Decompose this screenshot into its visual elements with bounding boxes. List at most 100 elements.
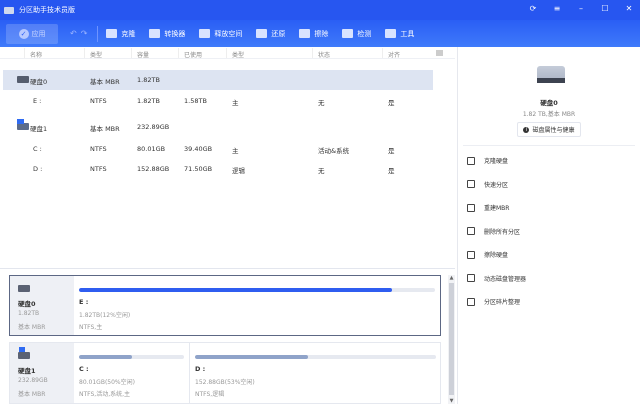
cell-capacity: 80.01GB [137,145,166,153]
column-0[interactable]: 名称 [30,52,43,59]
disk-icon [17,119,29,130]
disk-card[interactable]: 硬盘0 1.82TB 基本 MBR E : 1.82TB(12%空闲) NTFS,主 [9,275,441,336]
toolbar-button-0[interactable]: 克隆 [106,29,135,39]
column-6[interactable]: 对齐 [388,52,401,59]
column-2[interactable]: 容量 [137,52,150,59]
toolbar-button-5[interactable]: 检测 [342,29,371,39]
selected-disk-name: 硬盘0 [540,99,558,107]
toolbar-button-3[interactable]: 还原 [256,29,285,39]
cell-capacity: 232.89GB [137,123,170,131]
disk-type: 基本 MBR [18,391,46,398]
column-settings-icon[interactable] [436,50,443,56]
toolbar-button-label: 擦除 [314,29,329,38]
disk-icon [18,285,30,292]
toolbar-button-2[interactable]: 释放空间 [199,29,242,39]
disk-icon [537,66,565,83]
cell-capacity: 1.82TB [137,97,160,105]
column-1[interactable]: 类型 [90,52,103,59]
column-3[interactable]: 已使用 [184,52,203,59]
redo-button[interactable]: ↷ [80,29,92,38]
partition-fs: NTFS,主 [79,324,103,331]
check-icon: ✓ [18,28,29,39]
toolbar-button-1[interactable]: 转换器 [149,29,185,39]
scroll-up-icon[interactable]: ▲ [449,275,454,281]
action-0[interactable]: 克隆硬盘 [467,156,508,165]
cell-status: 无 [318,99,325,107]
action-label: 分区碎片整理 [484,299,521,306]
action-3[interactable]: 删除所有分区 [467,227,520,236]
cell-capacity: 152.88GB [137,165,170,173]
maximize-icon[interactable]: ☐ [601,4,609,13]
cell-type: 基本 MBR [90,125,120,133]
restore-icon [256,29,268,38]
apply-button[interactable]: ✓ 应用 [6,23,58,44]
toolbar-button-label: 释放空间 [214,29,243,38]
cell-used: 39.40GB [184,145,213,153]
column-4[interactable]: 类型 [232,52,245,59]
usage-bar [79,355,184,359]
disk-card[interactable]: 硬盘1 232.89GB 基本 MBR C : 80.01GB(50%空闲) NTFS,活… [9,342,441,404]
wipe-icon [299,29,311,38]
toolbar-button-6[interactable]: 工具 [385,29,414,39]
disk-row[interactable]: 硬盘0 基本 MBR 1.82TB [3,70,433,90]
cell-ptype: 逻辑 [232,167,245,175]
convert-icon [149,29,161,38]
cell-type: 基本 MBR [90,78,120,86]
scroll-thumb[interactable] [449,283,454,395]
toolbar-button-label: 检测 [357,29,372,38]
scrollbar[interactable]: ▲ ▼ [448,275,455,404]
toolbar-button-label: 克隆 [121,29,136,38]
cell-name: D : [33,165,43,173]
selected-disk-info: 1.82 TB,基本 MBR [522,111,576,118]
toolbar-divider [97,25,99,42]
cell-status: 活动&系统 [318,147,350,155]
cell-ptype: 主 [232,147,239,155]
cell-type: NTFS [90,97,107,105]
action-6[interactable]: 分区碎片整理 [467,297,520,306]
action-1[interactable]: 快速分区 [467,180,508,189]
minimize-icon[interactable]: – [579,4,583,13]
disk-properties-button[interactable]: i 磁盘属性与健康 [517,122,581,137]
partition-block[interactable]: E : 1.82TB(12%空闲) NTFS,主 [74,276,440,335]
part-row[interactable]: C : NTFS 80.01GB 39.40GB 主 活动&系统 是 [3,139,433,159]
partition-block[interactable]: D : 152.88GB(53%空闲) NTFS,逻辑 [189,343,440,403]
column-5[interactable]: 状态 [318,52,331,59]
info-icon: i [523,126,530,133]
toolbar-button-label: 工具 [400,29,415,38]
cell-capacity: 1.82TB [137,76,160,84]
disk-name: 硬盘1 [18,367,36,375]
toolbar-button-4[interactable]: 擦除 [299,29,328,39]
cell-name: C : [33,145,42,153]
action-5[interactable]: 动态磁盘管理器 [467,274,526,283]
lightning-icon [467,180,475,188]
action-label: 删除所有分区 [484,228,521,236]
close-icon[interactable]: ✕ [625,4,633,13]
dynamic-disk-icon [467,274,475,282]
partition-info: 80.01GB(50%空闲) [79,379,135,386]
disk-name: 硬盘0 [18,300,36,308]
app-title: 分区助手技术员版 [19,6,75,14]
disk-row[interactable]: 硬盘1 基本 MBR 232.89GB [3,117,433,137]
tools-icon [385,29,397,38]
eraser-icon [467,250,475,259]
scroll-down-icon[interactable]: ▼ [449,398,454,404]
menu-icon[interactable]: ≡ [553,4,561,13]
partition-label: C : [79,365,89,373]
column-header: 名称 类型 容量 已使用 类型 状态 对齐 [0,47,455,59]
cell-align: 是 [388,147,395,155]
part-row[interactable]: E : NTFS 1.82TB 1.58TB 主 无 是 [3,91,433,111]
action-label: 擦除硬盘 [484,252,509,259]
apply-label: 应用 [31,29,46,38]
disk-size: 232.89GB [18,377,48,384]
action-label: 快速分区 [484,181,509,189]
partition-block[interactable]: C : 80.01GB(50%空闲) NTFS,活动,系统,主 [74,343,189,403]
pane-splitter[interactable] [0,268,455,269]
part-row[interactable]: D : NTFS 152.88GB 71.50GB 逻辑 无 是 [3,159,433,179]
disk-type: 基本 MBR [18,324,46,331]
refresh-icon[interactable]: ⟳ [529,4,537,13]
partition-info: 152.88GB(53%空闲) [195,379,255,386]
action-4[interactable]: 擦除硬盘 [467,250,508,259]
undo-button[interactable]: ↶ [70,29,81,38]
right-panel: 硬盘0 1.82 TB,基本 MBR i 磁盘属性与健康 克隆硬盘快速分区重建MB… [457,47,640,404]
action-2[interactable]: 重建MBR [467,203,509,212]
